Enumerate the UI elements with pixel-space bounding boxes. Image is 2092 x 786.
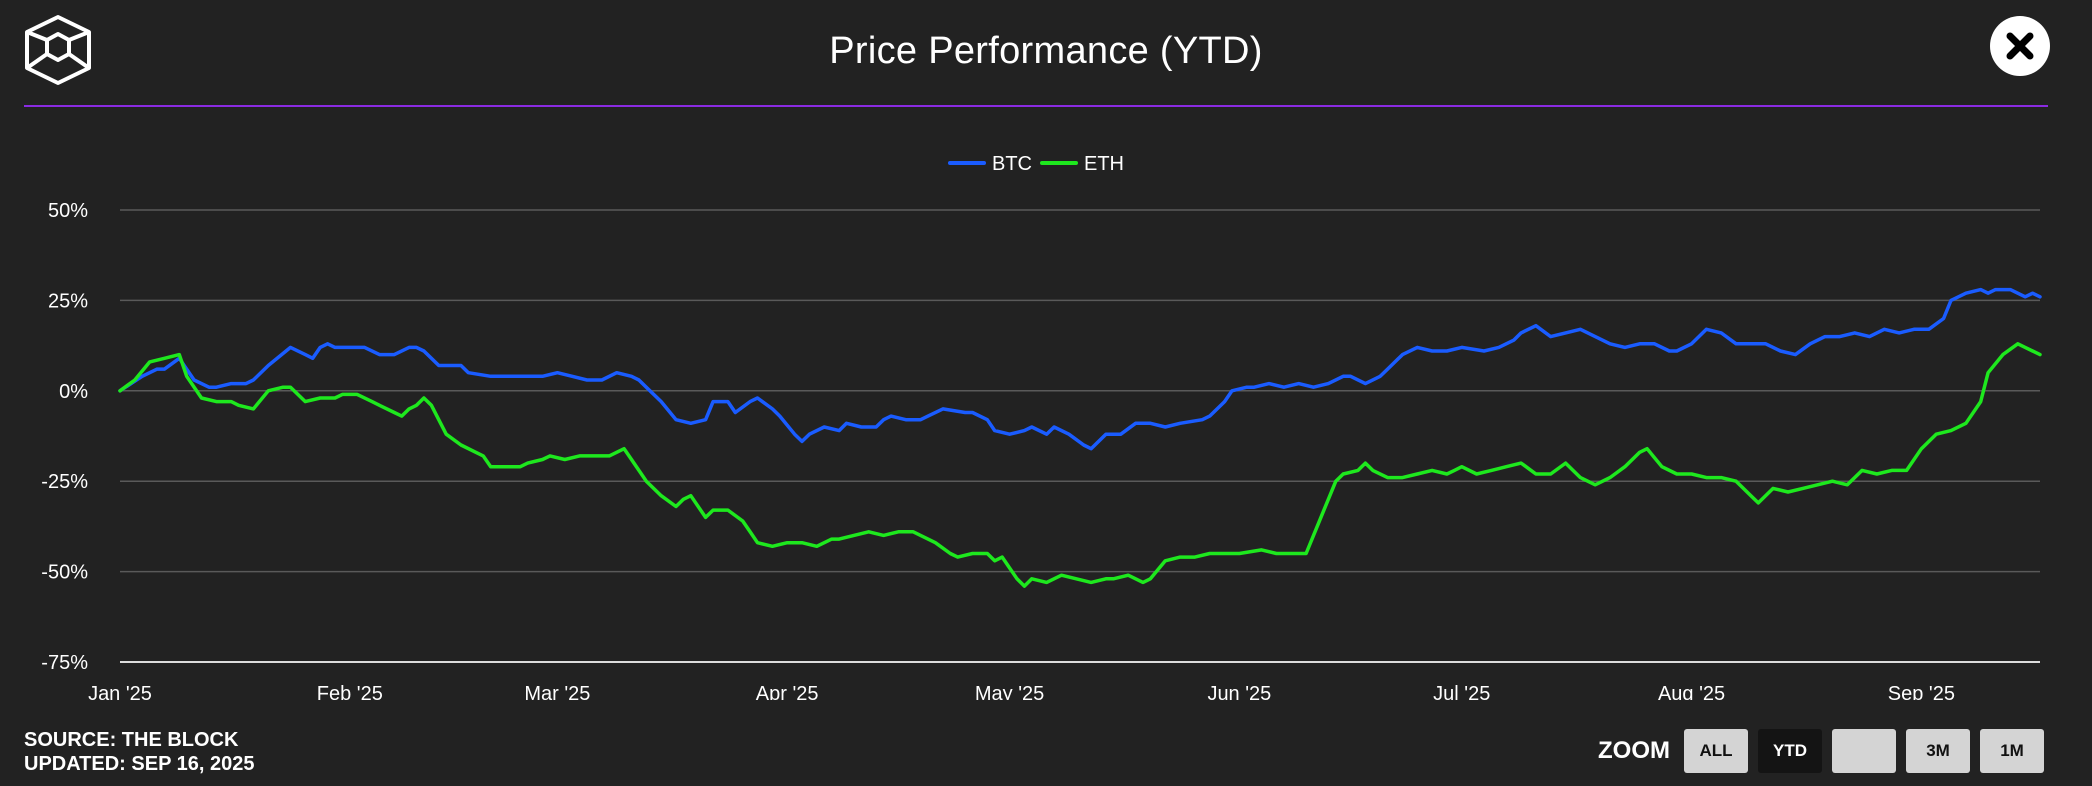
y-tick-label: 25% <box>48 290 88 312</box>
updated-label: UPDATED: SEP 16, 2025 <box>24 753 255 775</box>
close-icon <box>2006 32 2034 60</box>
series-line-eth <box>118 342 2042 588</box>
y-tick-label: 50% <box>48 200 88 222</box>
x-axis-ticks: Jan '25 Feb '25 Mar '25 Apr '25 May '25 Jun '… <box>88 683 1955 700</box>
series-lines <box>118 287 2042 588</box>
y-axis-ticks: 50% 25% 0% -25% -50% -75% <box>41 200 88 674</box>
x-tick-label: Jan '25 <box>88 683 152 700</box>
legend: BTC ETH <box>948 153 1124 175</box>
zoom-3m-button[interactable]: 3M <box>1906 729 1970 773</box>
y-tick-label: -50% <box>41 562 88 584</box>
source-info: SOURCE: THE BLOCK UPDATED: SEP 16, 2025 <box>24 728 254 776</box>
x-tick-label: Apr '25 <box>756 683 819 700</box>
price-performance-chart: 50% 25% 0% -25% -50% -75% Jan '25 Feb '25 Mar '… <box>41 153 2042 700</box>
x-tick-label: Aug '25 <box>1658 683 1725 700</box>
x-tick-label: Jun '25 <box>1207 683 1271 700</box>
x-tick-label: May '25 <box>975 683 1044 700</box>
series-line-btc <box>118 287 2042 451</box>
page-title: Price Performance (YTD) <box>829 30 1263 72</box>
y-tick-label: -25% <box>41 471 88 493</box>
source-label: SOURCE: THE BLOCK <box>24 729 239 751</box>
zoom-1m-button[interactable]: 1M <box>1980 729 2044 773</box>
x-tick-label: Feb '25 <box>317 683 383 700</box>
x-tick-label: Mar '25 <box>524 683 590 700</box>
x-tick-label: Sep '25 <box>1888 683 1955 700</box>
y-tick-label: -75% <box>41 652 88 674</box>
zoom-ytd-button[interactable]: YTD <box>1758 729 1822 773</box>
legend-label-eth[interactable]: ETH <box>1084 153 1124 175</box>
legend-label-btc[interactable]: BTC <box>992 153 1032 175</box>
zoom-all-button[interactable]: ALL <box>1684 729 1748 773</box>
the-block-cube-logo <box>25 15 91 85</box>
y-tick-label: 0% <box>59 381 88 403</box>
close-button[interactable] <box>1990 16 2050 76</box>
grid-lines <box>120 209 2040 663</box>
zoom-label: ZOOM <box>1598 737 1670 764</box>
zoom-controls: ZOOM ALL YTD 3M 1M <box>1598 729 2044 773</box>
x-tick-label: Jul '25 <box>1433 683 1490 700</box>
header-divider <box>24 105 2048 107</box>
zoom-6m-button[interactable] <box>1832 729 1896 773</box>
